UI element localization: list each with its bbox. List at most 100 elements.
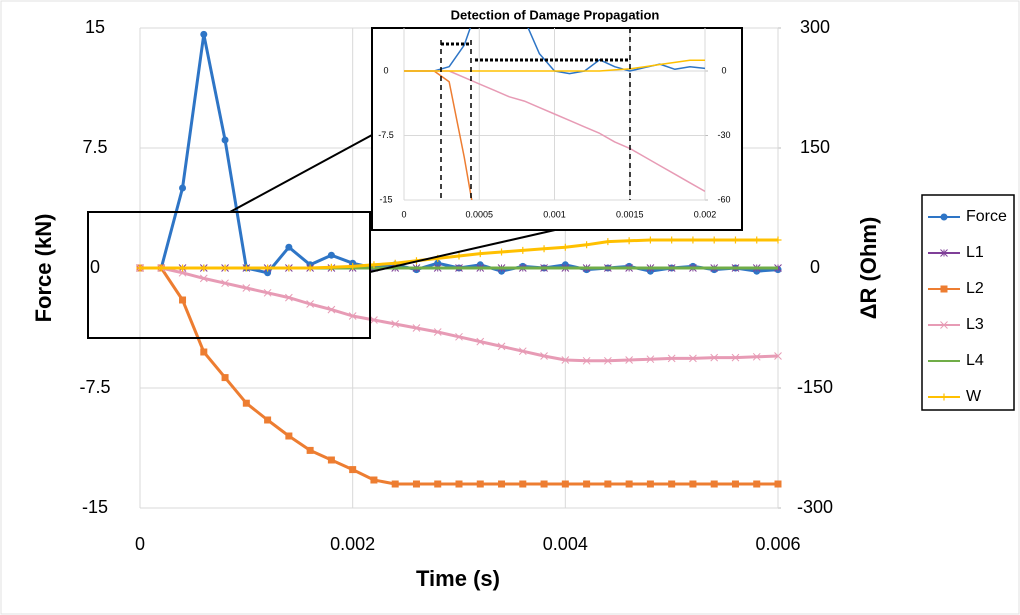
- marker: [646, 236, 654, 244]
- marker: [136, 264, 144, 272]
- marker: [731, 236, 739, 244]
- marker: [498, 480, 506, 488]
- marker: [242, 264, 250, 272]
- marker: [540, 245, 548, 253]
- marker: [710, 236, 718, 244]
- marker: [285, 432, 293, 440]
- marker: [774, 352, 782, 360]
- marker: [774, 480, 782, 488]
- marker: [561, 243, 569, 251]
- marker: [434, 480, 442, 488]
- marker: [668, 480, 676, 488]
- marker: [940, 213, 948, 221]
- legend-label: L4: [966, 352, 984, 369]
- marker: [370, 476, 378, 484]
- plot-area: [404, 28, 705, 200]
- marker: [476, 480, 484, 488]
- marker: [179, 184, 187, 192]
- marker: [285, 293, 293, 302]
- x-tick-label: 0.002: [694, 209, 717, 219]
- marker: [306, 446, 314, 454]
- y-tick-label: -15: [379, 194, 392, 204]
- marker: [349, 262, 357, 270]
- marker: [348, 312, 357, 320]
- x-tick-label: 0.0015: [616, 209, 644, 219]
- y2-tick-label: 150: [800, 137, 830, 157]
- marker: [689, 480, 697, 488]
- x-tick-label: 0.004: [543, 534, 588, 554]
- marker: [497, 342, 506, 351]
- marker: [370, 261, 378, 269]
- marker: [476, 250, 484, 258]
- marker: [433, 328, 442, 336]
- legend-label: W: [966, 388, 982, 405]
- x-tick-label: 0.006: [755, 534, 800, 554]
- y2-axis-label: ΔR (Ohm): [856, 217, 881, 320]
- marker: [157, 264, 165, 272]
- x-tick-label: 0: [135, 534, 145, 554]
- marker: [940, 321, 948, 329]
- marker: [349, 466, 357, 474]
- legend-label: Force: [966, 208, 1007, 225]
- series-line: [404, 70, 705, 193]
- marker: [199, 274, 208, 283]
- y-tick-label: -7.5: [378, 130, 394, 140]
- marker: [774, 236, 782, 244]
- marker: [646, 355, 655, 364]
- dotted-line: [441, 42, 630, 62]
- marker: [327, 263, 335, 271]
- marker: [200, 348, 208, 356]
- marker: [561, 356, 570, 364]
- x-tick-label: 0.0005: [465, 209, 493, 219]
- marker: [519, 480, 527, 488]
- marker: [583, 480, 591, 488]
- x-tick-label: 0: [401, 209, 406, 219]
- marker: [646, 480, 654, 488]
- x-tick-label: 0.001: [543, 209, 566, 219]
- marker: [412, 324, 421, 332]
- marker: [242, 284, 251, 292]
- marker: [604, 480, 612, 488]
- marker: [689, 236, 697, 244]
- marker: [519, 246, 527, 254]
- marker: [327, 456, 335, 464]
- y2-tick-label: -150: [797, 377, 833, 397]
- y2-tick-label: 0: [810, 257, 820, 277]
- marker: [412, 480, 420, 488]
- marker: [178, 268, 187, 277]
- marker: [200, 264, 208, 272]
- marker: [455, 332, 463, 341]
- marker: [370, 316, 378, 324]
- marker: [540, 480, 548, 488]
- marker: [540, 352, 548, 360]
- marker: [625, 237, 633, 245]
- y-tick-label: 0: [383, 65, 388, 75]
- legend-label: L1: [966, 244, 984, 261]
- marker: [455, 252, 463, 260]
- marker: [753, 480, 761, 488]
- marker: [455, 480, 463, 488]
- y-axis-label: Force (kN): [31, 214, 56, 323]
- y-tick-label: 15: [85, 17, 105, 37]
- marker: [731, 353, 740, 362]
- marker: [689, 354, 697, 363]
- marker: [285, 264, 293, 272]
- marker: [306, 300, 314, 308]
- marker: [583, 241, 591, 249]
- zoom-box: [87, 211, 371, 339]
- y-tick-label: 0: [90, 257, 100, 277]
- marker: [200, 30, 208, 38]
- y-tick-label: -7.5: [79, 377, 110, 397]
- y-tick-label: 7.5: [82, 137, 107, 157]
- marker: [179, 264, 187, 272]
- y-tick-label: -15: [82, 497, 108, 517]
- inset-annotations: [440, 28, 631, 200]
- marker: [264, 269, 272, 277]
- marker: [752, 352, 761, 361]
- marker: [940, 249, 948, 257]
- connector: [369, 229, 556, 273]
- marker: [710, 480, 718, 488]
- marker: [940, 285, 948, 293]
- marker: [391, 480, 399, 488]
